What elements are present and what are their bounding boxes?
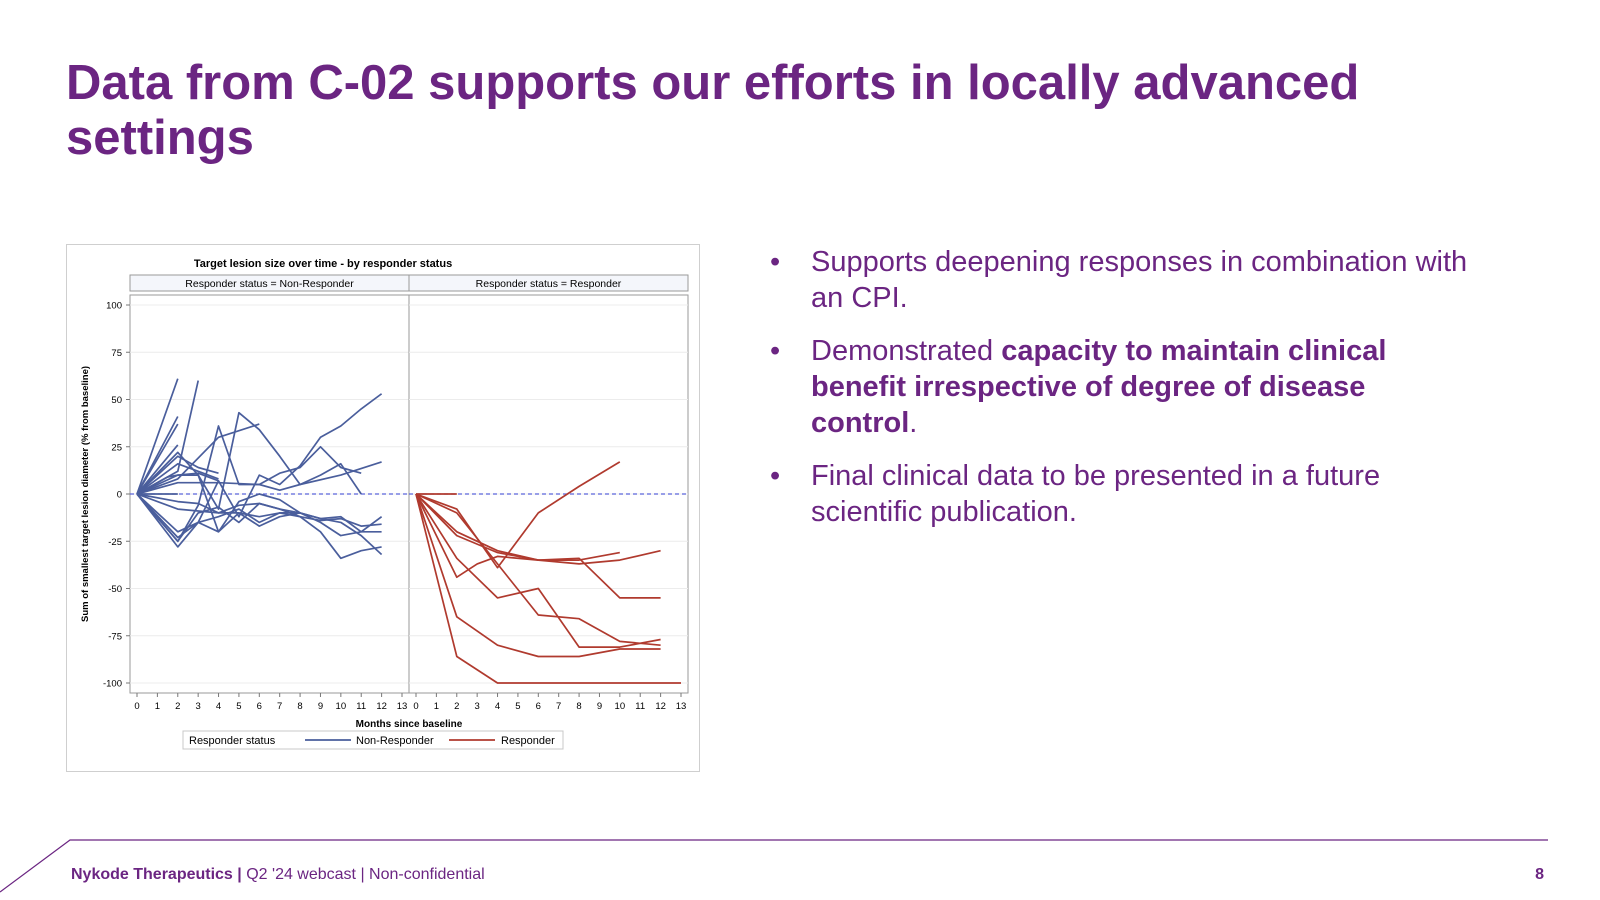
bullet-text: Demonstrated — [811, 335, 1002, 367]
x-axis-label: Months since baseline — [356, 719, 463, 730]
x-tick-label: 4 — [216, 701, 221, 712]
legend-title: Responder status — [189, 735, 276, 747]
bullet-text: . — [909, 407, 918, 439]
y-tick-label: 50 — [111, 395, 122, 406]
x-tick-label: 2 — [454, 701, 459, 712]
series-line — [415, 493, 681, 684]
x-tick-label: 1 — [155, 701, 160, 712]
slide-title: Data from C-02 supports our efforts in l… — [66, 56, 1360, 165]
x-tick-label: 10 — [336, 701, 347, 712]
x-tick-label: 9 — [318, 701, 323, 712]
x-tick-label: 11 — [356, 701, 366, 712]
x-tick-label: 3 — [196, 701, 201, 712]
x-tick-label: 2 — [175, 701, 180, 712]
series-line — [415, 493, 661, 648]
x-tick-label: 5 — [515, 701, 520, 712]
series-line — [136, 444, 179, 495]
y-tick-label: 75 — [111, 348, 122, 359]
legend-label-non-responder: Non-Responder — [356, 735, 434, 747]
series-line — [415, 493, 661, 647]
series-line — [136, 493, 382, 527]
panel-header — [408, 274, 689, 292]
panel-label: Responder status = Responder — [476, 278, 622, 290]
footer-divider — [0, 839, 1548, 893]
series-line — [136, 425, 362, 543]
legend-label-responder: Responder — [501, 735, 555, 747]
y-tick-label: 25 — [111, 442, 122, 453]
y-tick-label: 0 — [117, 490, 122, 501]
x-tick-label: 0 — [413, 701, 418, 712]
x-tick-label: 6 — [257, 701, 262, 712]
x-tick-label: 7 — [556, 701, 561, 712]
bullet-marker: • — [770, 246, 781, 278]
series-line — [136, 474, 383, 537]
x-tick-label: 12 — [376, 701, 387, 712]
bullet-item: • Final clinical data to be presented in … — [770, 458, 1470, 530]
y-tick-label: -100 — [103, 679, 122, 690]
bullet-marker: • — [770, 335, 781, 367]
footer-separator: | — [237, 866, 242, 883]
bullet-text: Supports deepening responses in combinat… — [811, 246, 1468, 314]
y-tick-label: -25 — [108, 537, 122, 548]
x-tick-label: 13 — [397, 701, 408, 712]
series-line — [136, 378, 179, 495]
y-tick-label: 100 — [106, 301, 122, 312]
series-line — [136, 393, 383, 548]
bullet-item: • Supports deepening responses in combina… — [770, 244, 1470, 316]
x-tick-label: 1 — [434, 701, 439, 712]
bullet-item: • Demonstrated capacity to maintain clini… — [770, 333, 1470, 441]
x-tick-label: 12 — [655, 701, 666, 712]
footer: Nykode Therapeutics | Q2 '24 webcast | N… — [71, 866, 485, 884]
x-tick-label: 8 — [297, 701, 302, 712]
series-line — [415, 493, 661, 599]
y-tick-label: -75 — [108, 631, 122, 642]
bullet-text: Final clinical data to be presented in a… — [811, 460, 1381, 528]
x-tick-label: 3 — [475, 701, 480, 712]
footer-detail: Q2 '24 webcast | Non-confidential — [246, 866, 485, 883]
x-tick-label: 7 — [277, 701, 282, 712]
bullet-list: • Supports deepening responses in combina… — [770, 244, 1470, 547]
series-line — [136, 455, 219, 495]
series-line — [415, 493, 661, 658]
y-axis-label: Sum of smallest target lesion diameter (… — [80, 366, 91, 622]
lesion-size-chart-svg: Target lesion size over time - by respon… — [80, 258, 689, 750]
x-tick-label: 9 — [597, 701, 602, 712]
x-tick-label: 4 — [495, 701, 500, 712]
series-line — [136, 493, 383, 556]
legend-box — [182, 730, 564, 750]
x-tick-label: 8 — [576, 701, 581, 712]
series-line — [136, 462, 219, 495]
bullet-text-bold: capacity to maintain clinical benefit ir… — [811, 335, 1387, 439]
panel-label: Responder status = Non-Responder — [185, 278, 354, 290]
x-tick-label: 10 — [615, 701, 626, 712]
x-tick-label: 0 — [134, 701, 139, 712]
chart-title: Target lesion size over time - by respon… — [194, 258, 452, 270]
lesion-size-chart: Target lesion size over time - by respon… — [66, 244, 700, 772]
page-number: 8 — [1535, 866, 1544, 883]
x-tick-label: 11 — [635, 701, 645, 712]
footer-company: Nykode Therapeutics — [71, 866, 233, 883]
series-line — [136, 423, 179, 495]
series-line — [136, 461, 382, 495]
series-line — [136, 423, 260, 495]
bullet-marker: • — [770, 460, 781, 492]
series-line — [415, 461, 621, 569]
series-line — [136, 493, 301, 539]
x-tick-label: 6 — [536, 701, 541, 712]
y-tick-label: -50 — [108, 584, 122, 595]
x-tick-label: 5 — [236, 701, 241, 712]
series-line — [136, 411, 362, 510]
series-line — [415, 493, 620, 579]
x-tick-label: 13 — [676, 701, 687, 712]
